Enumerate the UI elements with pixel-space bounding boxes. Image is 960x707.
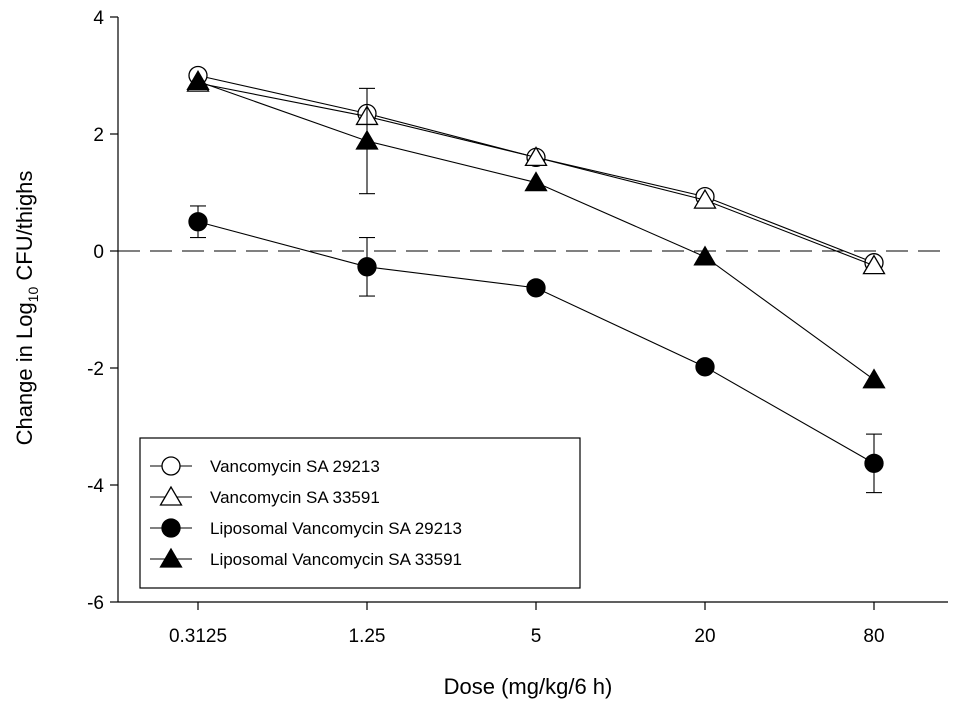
legend-label: Vancomycin SA 29213 bbox=[210, 457, 380, 476]
x-tick-label: 0.3125 bbox=[169, 626, 227, 647]
x-tick-label: 5 bbox=[531, 626, 542, 647]
series-line bbox=[197, 221, 875, 464]
legend-label: Liposomal Vancomycin SA 29213 bbox=[210, 519, 462, 538]
series-line bbox=[197, 80, 875, 381]
y-tick-label: 2 bbox=[93, 125, 104, 146]
legend-marker bbox=[159, 547, 183, 568]
data-point bbox=[864, 453, 884, 474]
data-point bbox=[188, 212, 208, 232]
y-axis-title: Change in Log10 CFU/thighs bbox=[12, 171, 41, 446]
x-tick-label: 20 bbox=[694, 626, 715, 647]
legend-label: Liposomal Vancomycin SA 33591 bbox=[210, 550, 462, 569]
chart-series bbox=[186, 65, 886, 494]
y-tick-label: -2 bbox=[87, 359, 104, 380]
y-axis-title-subscript: 10 bbox=[25, 287, 41, 303]
data-point bbox=[693, 245, 717, 266]
series-2 bbox=[186, 71, 886, 275]
legend-marker bbox=[159, 485, 183, 506]
y-axis-title-prefix: Change in Log bbox=[12, 302, 37, 445]
data-point bbox=[186, 70, 210, 90]
data-point bbox=[524, 171, 548, 192]
x-tick-label: 80 bbox=[863, 626, 884, 647]
series-4 bbox=[186, 70, 886, 389]
y-axis-title-suffix: CFU/thighs bbox=[12, 171, 37, 287]
y-tick-label: 0 bbox=[93, 242, 104, 263]
legend-marker bbox=[161, 518, 181, 538]
data-point bbox=[357, 257, 377, 277]
data-point bbox=[862, 254, 886, 275]
legend: Vancomycin SA 29213 Vancomycin SA 33591 Li… bbox=[139, 437, 581, 589]
x-axis-title: Dose (mg/kg/6 h) bbox=[444, 674, 613, 699]
data-point bbox=[693, 188, 717, 209]
legend-label: Vancomycin SA 33591 bbox=[210, 488, 380, 507]
data-point bbox=[695, 357, 715, 377]
x-axis-ticks: 0.3125 1.25 5 20 80 bbox=[169, 602, 885, 647]
y-tick-label: -4 bbox=[87, 476, 104, 497]
legend-marker bbox=[161, 456, 181, 476]
series-1 bbox=[188, 65, 884, 273]
y-tick-label: -6 bbox=[87, 593, 104, 614]
y-tick-label: 4 bbox=[93, 8, 104, 29]
data-point bbox=[355, 129, 379, 150]
data-point bbox=[862, 368, 886, 389]
y-axis-ticks: -6 -4 -2 0 2 4 bbox=[87, 8, 118, 614]
data-point bbox=[526, 278, 546, 298]
data-point bbox=[524, 146, 548, 167]
legend-box bbox=[139, 437, 581, 589]
series-3 bbox=[188, 205, 884, 494]
x-tick-label: 1.25 bbox=[349, 626, 386, 647]
plot-axes bbox=[117, 17, 948, 603]
